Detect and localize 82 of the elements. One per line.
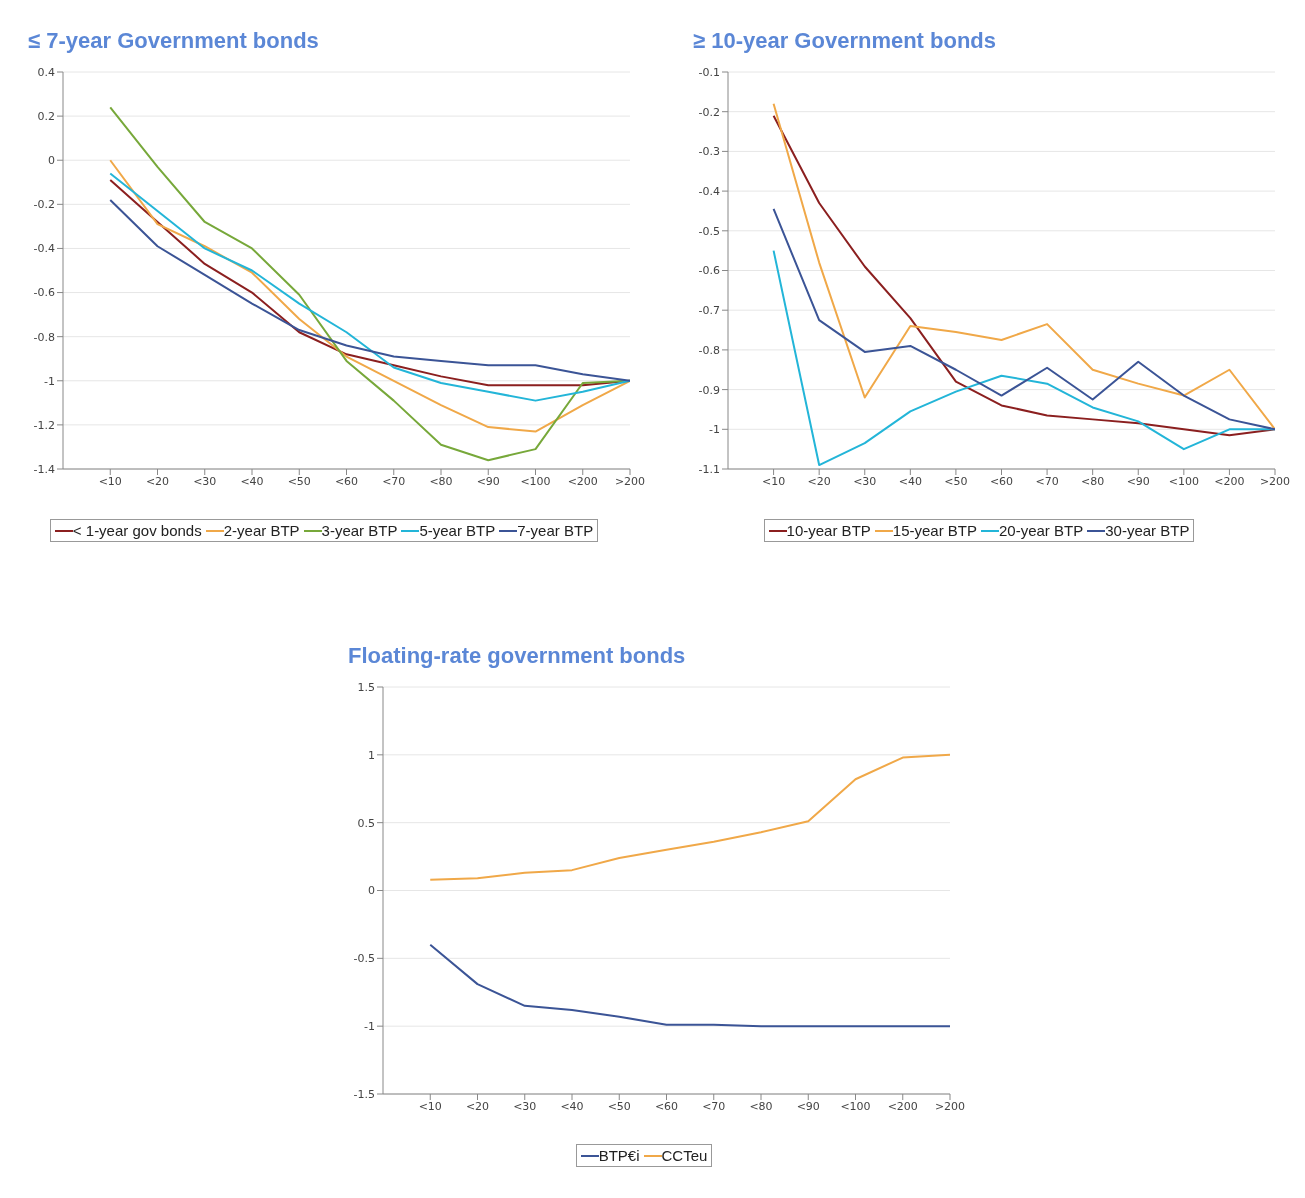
- x-tick-label: >200: [614, 474, 646, 488]
- x-tick-label: <50: [944, 474, 968, 488]
- chart-title: ≤ 7-year Government bonds: [28, 28, 320, 55]
- y-tick-label: -0.4: [698, 185, 720, 199]
- x-tick-label: <40: [898, 474, 922, 488]
- y-tick-label: 0.5: [357, 816, 375, 830]
- y-tick-label: -0.4: [33, 242, 55, 256]
- x-tick-label: <50: [287, 474, 311, 488]
- legend-label: 2-year BTP: [222, 522, 300, 539]
- y-tick-label: -0.1: [698, 65, 720, 79]
- x-tick-label: <90: [476, 474, 500, 488]
- line-series: [772, 207, 1275, 431]
- y-tick-label: -0.3: [698, 145, 720, 159]
- y-tick-label: -0.9: [698, 383, 720, 397]
- legend-label: < 1-year gov bonds: [71, 522, 202, 539]
- x-tick-label: <10: [98, 474, 122, 488]
- legend-label: CCTeu: [660, 1147, 708, 1164]
- y-tick-label: -0.6: [33, 286, 55, 300]
- y-tick-label: -0.7: [698, 304, 720, 318]
- x-tick-label: <90: [796, 1099, 820, 1113]
- x-tick-label: <60: [989, 474, 1014, 488]
- x-tick-label: <20: [465, 1099, 490, 1113]
- chart-title: ≥ 10-year Government bonds: [693, 28, 998, 55]
- x-tick-label: <100: [840, 1099, 871, 1113]
- x-tick-label: <10: [761, 474, 786, 488]
- line-series: [429, 943, 950, 1028]
- y-tick-label: 1.5: [357, 680, 375, 694]
- x-tick-label: >200: [1259, 474, 1291, 488]
- y-tick-label: -1.5: [353, 1087, 375, 1101]
- x-tick-label: <200: [1214, 474, 1245, 488]
- x-tick-label: <40: [240, 474, 264, 488]
- x-tick-label: <20: [807, 474, 831, 488]
- x-tick-label: <80: [1081, 474, 1105, 488]
- legend-label: 15-year BTP: [891, 522, 977, 539]
- y-tick-label: -0.2: [698, 105, 720, 119]
- y-tick-label: -1: [364, 1020, 375, 1034]
- y-tick-label: 0: [368, 884, 375, 898]
- x-tick-label: <100: [520, 474, 551, 488]
- y-tick-label: -1: [44, 374, 55, 388]
- x-tick-label: <50: [607, 1099, 631, 1113]
- y-tick-label: 0.4: [37, 65, 55, 79]
- x-tick-label: <20: [145, 474, 170, 488]
- legend-label: 10-year BTP: [785, 522, 871, 539]
- x-tick-label: >200: [934, 1099, 966, 1113]
- legend-label: 3-year BTP: [320, 522, 398, 539]
- chart-title: Floating-rate government bonds: [348, 643, 687, 670]
- y-tick-label: -0.5: [698, 224, 720, 238]
- y-tick-label: 1: [368, 748, 375, 762]
- x-tick-label: <30: [193, 474, 217, 488]
- x-tick-label: <200: [887, 1099, 918, 1113]
- x-tick-label: <100: [1168, 474, 1199, 488]
- x-tick-label: <30: [853, 474, 877, 488]
- legend-label: 30-year BTP: [1104, 522, 1190, 539]
- x-tick-label: <70: [1035, 474, 1059, 488]
- x-tick-label: <60: [654, 1099, 679, 1113]
- y-tick-label: -0.5: [353, 952, 375, 966]
- y-tick-label: -0.2: [33, 198, 55, 212]
- x-tick-label: <10: [418, 1099, 442, 1113]
- y-tick-label: -0.6: [698, 264, 720, 278]
- y-tick-label: -1.1: [698, 462, 720, 476]
- y-tick-label: 0: [48, 154, 55, 168]
- y-tick-label: -1: [709, 423, 720, 437]
- legend-label: 20-year BTP: [998, 522, 1084, 539]
- x-tick-label: <80: [429, 474, 453, 488]
- x-tick-label: <40: [560, 1099, 584, 1113]
- x-tick-label: <200: [567, 474, 598, 488]
- x-tick-label: <90: [1126, 474, 1150, 488]
- y-tick-label: -0.8: [33, 330, 55, 344]
- y-tick-label: 0.2: [37, 110, 55, 124]
- x-tick-label: <70: [702, 1099, 726, 1113]
- y-tick-label: -1.4: [33, 462, 55, 476]
- y-tick-label: -1.2: [33, 418, 55, 432]
- y-tick-label: -0.8: [698, 343, 720, 357]
- x-tick-label: <70: [382, 474, 406, 488]
- line-series: [109, 159, 630, 433]
- legend-label: BTP€i: [597, 1147, 640, 1164]
- legend-label: 7-year BTP: [516, 522, 594, 539]
- x-tick-label: <80: [749, 1099, 773, 1113]
- line-series: [429, 753, 950, 881]
- legend-label: 5-year BTP: [418, 522, 496, 539]
- x-tick-label: <60: [334, 474, 359, 488]
- x-tick-label: <30: [513, 1099, 537, 1113]
